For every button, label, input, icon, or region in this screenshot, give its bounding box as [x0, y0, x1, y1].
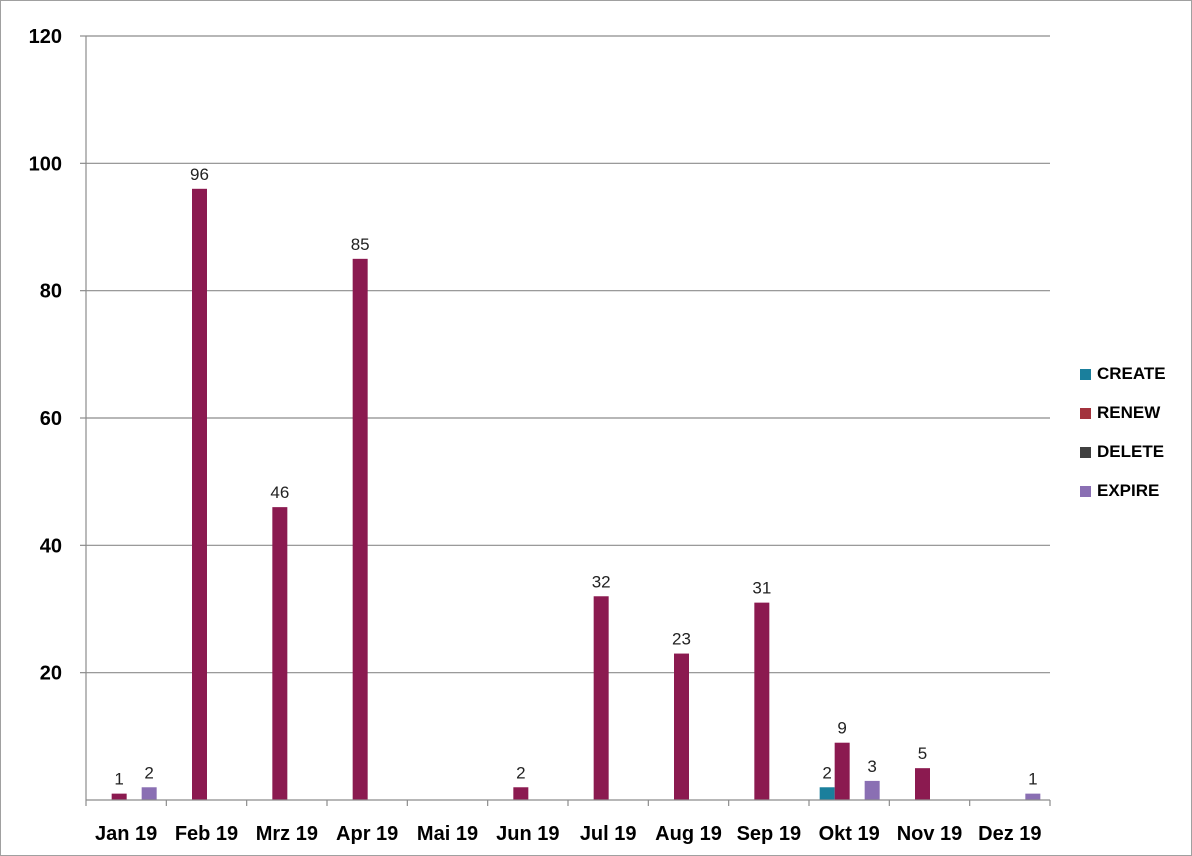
data-label: 1: [114, 770, 123, 789]
y-tick-label: 60: [40, 408, 62, 430]
data-label: 23: [672, 630, 691, 649]
gridlines: [86, 35, 1050, 674]
data-label: 5: [918, 744, 927, 763]
legend-swatch-delete: [1080, 446, 1091, 458]
data-label: 3: [867, 757, 876, 776]
x-tick-label: Jun 19: [496, 823, 559, 845]
legend-swatch-renew: [1080, 407, 1091, 419]
x-tick-label: Sep 19: [737, 823, 801, 845]
bar-create[interactable]: [819, 787, 835, 800]
y-tick-label: 120: [29, 26, 62, 48]
legend-label-expire: EXPIRE: [1097, 481, 1160, 500]
bar-renew[interactable]: [834, 742, 850, 800]
data-label: 32: [592, 572, 611, 591]
bar-renew[interactable]: [513, 787, 529, 800]
data-label: 85: [351, 235, 370, 254]
x-tick-label: Jan 19: [95, 823, 157, 845]
legend-item-create[interactable]: CREATE: [1080, 364, 1166, 384]
bars: [111, 188, 1041, 801]
legend-item-delete[interactable]: DELETE: [1080, 442, 1166, 462]
bar-renew[interactable]: [593, 596, 609, 800]
y-tick-label: 20: [40, 663, 62, 685]
x-tick-label: Mrz 19: [256, 823, 318, 845]
x-tick-label: Okt 19: [819, 823, 880, 845]
bar-expire[interactable]: [864, 780, 880, 800]
legend-item-expire[interactable]: EXPIRE: [1080, 481, 1166, 501]
data-label: 9: [837, 719, 846, 738]
x-tick-label: Mai 19: [417, 823, 478, 845]
data-label: 46: [270, 483, 289, 502]
y-tick-labels: 20 40 60 80 100 120: [29, 26, 62, 685]
y-tick-label: 40: [40, 535, 62, 557]
data-label: 31: [752, 579, 771, 598]
bar-renew[interactable]: [754, 602, 770, 800]
bar-renew[interactable]: [674, 653, 689, 800]
data-label: 2: [822, 763, 831, 782]
legend: CREATE RENEW DELETE EXPIRE: [1080, 364, 1166, 520]
legend-label-renew: RENEW: [1097, 403, 1161, 422]
x-tick-label: Dez 19: [978, 823, 1041, 845]
x-tick-labels: Jan 19 Feb 19 Mrz 19 Apr 19 Mai 19 Jun 19 Jul …: [95, 823, 1041, 845]
y-tick-label: 100: [29, 153, 62, 175]
bar-renew[interactable]: [111, 793, 127, 800]
x-tick-label: Aug 19: [655, 823, 722, 845]
legend-swatch-expire: [1080, 485, 1091, 497]
bar-renew[interactable]: [915, 768, 930, 800]
x-tick-label: Jul 19: [580, 823, 637, 845]
legend-item-renew[interactable]: RENEW: [1080, 403, 1166, 423]
x-tick-label: Apr 19: [336, 823, 398, 845]
data-label: 2: [516, 763, 525, 782]
data-label: 1: [1028, 770, 1037, 789]
y-tick-label: 80: [40, 281, 62, 303]
data-label: 96: [190, 165, 209, 184]
legend-label-create: CREATE: [1097, 364, 1166, 383]
x-tick-label: Feb 19: [175, 823, 238, 845]
data-label: 2: [144, 763, 153, 782]
bar-renew[interactable]: [192, 188, 207, 801]
legend-label-delete: DELETE: [1097, 442, 1165, 461]
bar-expire[interactable]: [141, 787, 157, 800]
bar-renew[interactable]: [272, 507, 288, 800]
legend-swatch-create: [1080, 368, 1091, 380]
bar-expire[interactable]: [1025, 793, 1041, 800]
x-tick-label: Nov 19: [897, 823, 963, 845]
bar-renew[interactable]: [352, 258, 368, 800]
axes: [80, 35, 1051, 806]
